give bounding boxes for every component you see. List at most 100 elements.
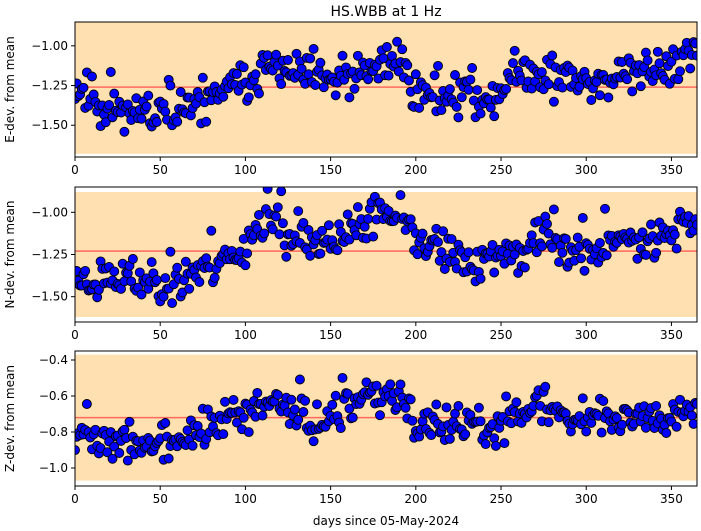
x-tick-label: 50: [153, 163, 168, 177]
data-point: [298, 217, 309, 228]
data-point: [400, 402, 411, 413]
data-point: [107, 453, 118, 464]
data-point: [509, 45, 520, 56]
x-tick-label: 200: [404, 163, 427, 177]
data-point: [635, 81, 646, 92]
data-point: [692, 50, 697, 61]
data-point: [540, 381, 551, 392]
data-point: [344, 403, 355, 414]
plot-area: [75, 354, 697, 481]
data-point: [347, 412, 358, 423]
data-point: [627, 86, 638, 97]
data-point: [385, 379, 396, 390]
y-tick-label: −1.50: [31, 290, 68, 304]
data-point: [209, 272, 220, 283]
data-point: [453, 401, 464, 411]
data-point: [453, 112, 464, 123]
data-point: [669, 229, 680, 240]
data-point: [136, 289, 147, 300]
data-point: [617, 419, 627, 430]
data-point: [671, 243, 682, 254]
data-point: [675, 394, 685, 405]
data-point: [124, 416, 135, 427]
data-point: [81, 399, 92, 409]
data-point: [127, 253, 138, 264]
y-axis-label: E-dev. from mean: [3, 36, 17, 142]
data-point: [642, 55, 653, 66]
data-point: [594, 90, 605, 101]
data-point: [136, 113, 147, 124]
data-point: [102, 447, 113, 458]
data-point: [160, 273, 171, 284]
data-point: [489, 267, 500, 278]
data-point: [276, 187, 287, 197]
x-tick-label: 100: [234, 163, 257, 177]
data-point: [337, 372, 348, 383]
data-point: [581, 426, 592, 437]
data-point: [277, 218, 288, 229]
data-point: [577, 393, 588, 404]
data-point: [368, 231, 379, 242]
data-point: [272, 202, 283, 213]
data-point: [180, 256, 191, 267]
data-point: [646, 219, 656, 230]
data-point: [146, 257, 157, 268]
data-point: [119, 424, 130, 435]
data-point: [407, 415, 418, 426]
data-point: [405, 214, 416, 225]
data-point: [450, 70, 460, 80]
data-point: [509, 249, 520, 260]
data-point: [250, 69, 261, 80]
data-point: [182, 425, 193, 436]
data-point: [283, 55, 293, 65]
data-point: [594, 237, 605, 248]
data-point: [444, 433, 455, 444]
data-point: [342, 388, 353, 399]
data-point: [402, 60, 413, 71]
data-point: [557, 247, 568, 258]
data-point: [456, 92, 467, 103]
y-tick-label: −1.25: [31, 248, 68, 262]
x-tick-label: 150: [319, 328, 342, 342]
axes-frame: [74, 21, 698, 158]
x-tick-label: 0: [71, 163, 79, 177]
data-point: [475, 416, 486, 427]
data-point: [254, 88, 264, 99]
data-point: [220, 396, 230, 407]
x-tick-label: 300: [575, 328, 598, 342]
data-point: [308, 436, 319, 447]
data-point: [661, 428, 672, 438]
data-point: [87, 71, 97, 82]
data-point: [436, 247, 447, 258]
x-tick-label: 250: [490, 492, 513, 506]
data-point: [381, 42, 392, 52]
data-point: [688, 418, 697, 429]
data-point: [75, 445, 80, 456]
data-point: [242, 248, 253, 259]
panels: −1.00−1.25−1.500 50 100 150 200 250 300 350E-de…: [3, 21, 698, 506]
data-point: [100, 117, 111, 128]
data-point: [383, 70, 394, 81]
data-point: [640, 249, 651, 260]
data-point: [671, 421, 682, 432]
data-point: [603, 92, 614, 103]
data-point: [187, 440, 198, 451]
data-point: [293, 206, 304, 217]
data-point: [572, 232, 583, 243]
data-point: [206, 225, 217, 236]
data-point: [463, 247, 474, 258]
data-point: [109, 266, 120, 277]
data-point: [473, 402, 484, 413]
data-point: [436, 105, 447, 116]
y-axis-label: N-dev. from mean: [3, 201, 17, 309]
data-point: [332, 245, 343, 256]
data-point: [298, 407, 309, 417]
data-point: [410, 69, 421, 80]
data-point: [305, 250, 316, 261]
data-point: [433, 60, 443, 71]
data-point: [315, 248, 326, 259]
data-point: [444, 84, 455, 95]
data-point: [243, 92, 254, 103]
data-point: [294, 374, 305, 385]
